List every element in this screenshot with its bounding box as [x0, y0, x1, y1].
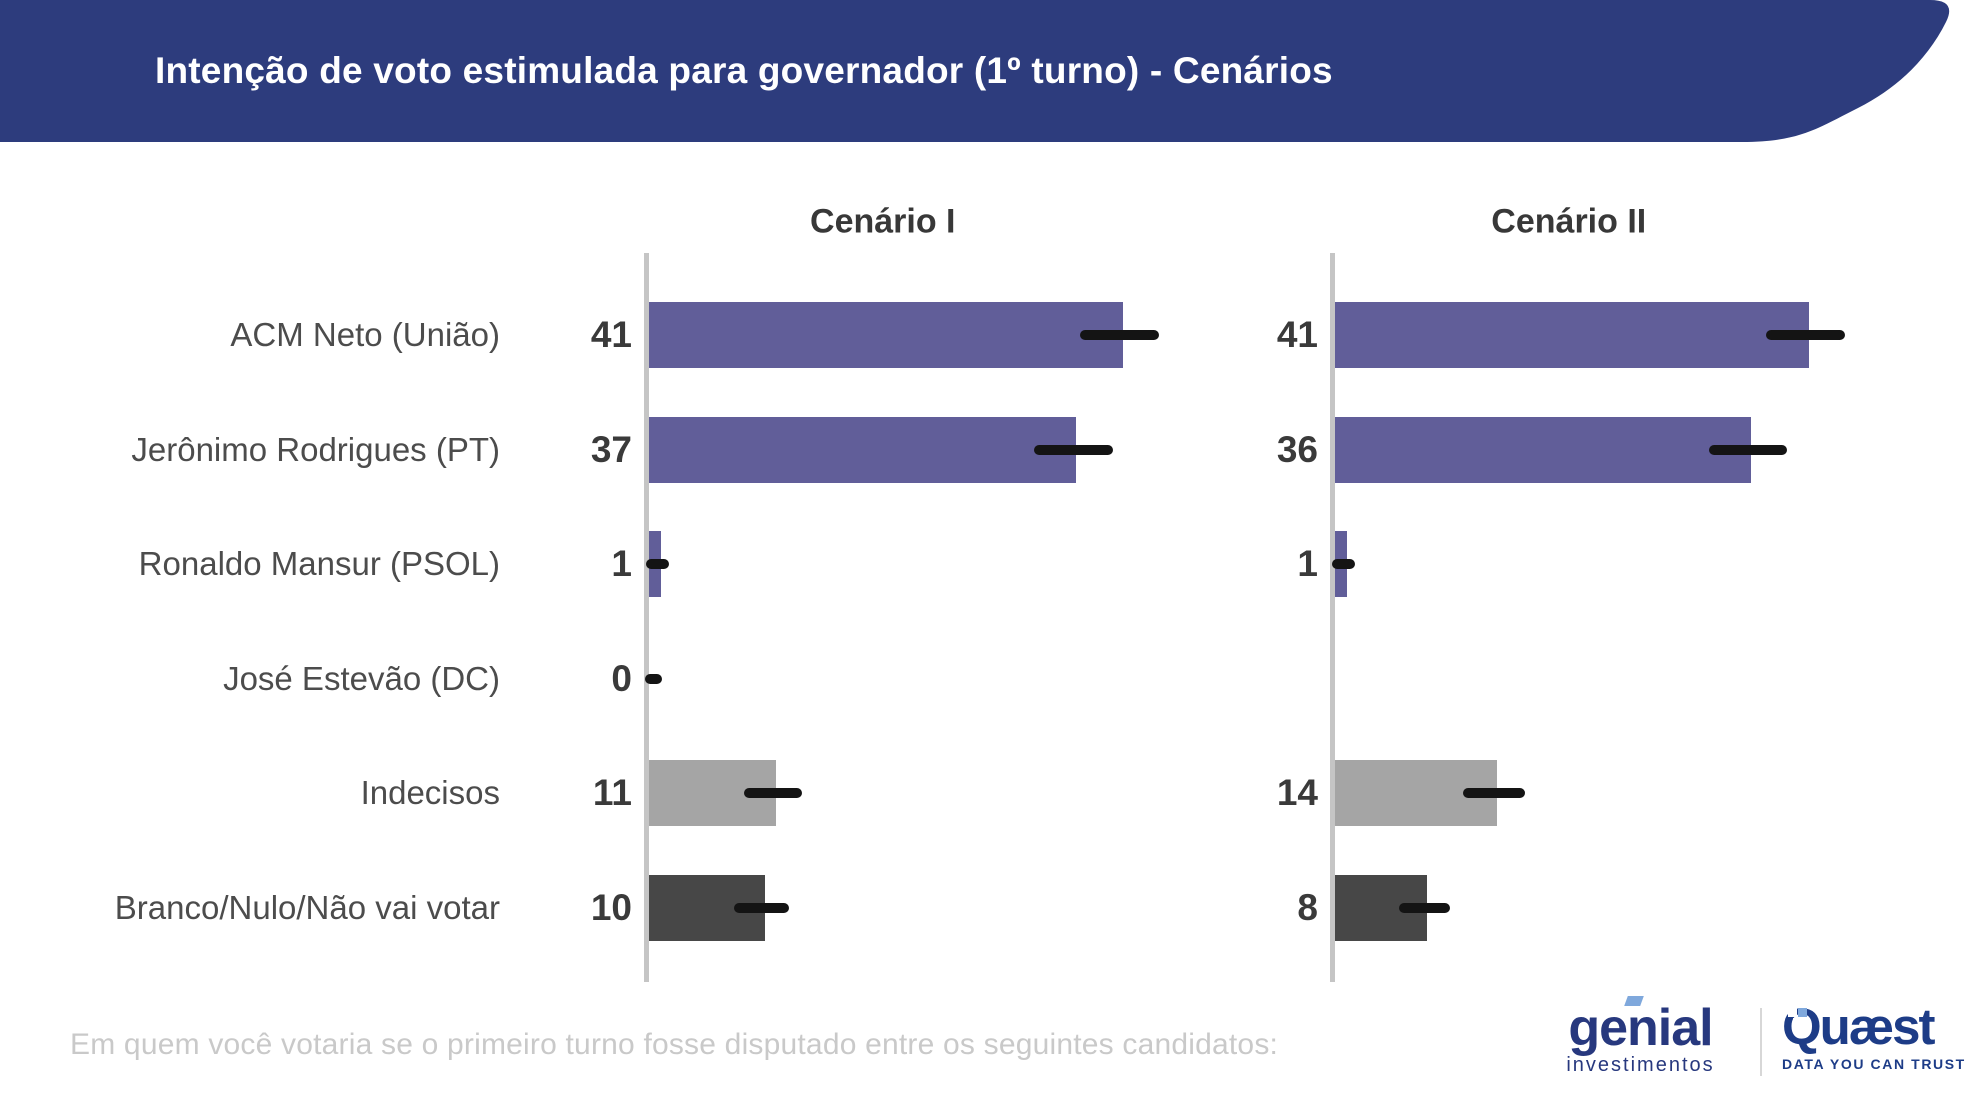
error-bar: [744, 788, 802, 798]
error-bar: [1332, 559, 1356, 569]
value-label: 1: [1297, 543, 1318, 584]
genial-logo-subtext: investimentos: [1566, 1054, 1715, 1076]
category-label: ACM Neto (União): [230, 316, 500, 353]
genial-logo: genial investimentos: [1538, 996, 1743, 1077]
value-label: 37: [590, 429, 632, 470]
category-label: Jerônimo Rodrigues (PT): [131, 431, 500, 468]
value-label: 11: [592, 772, 632, 813]
quaest-wordmark: Quæst: [1782, 998, 1936, 1055]
logo-divider: [1760, 1008, 1762, 1076]
value-label: 10: [590, 887, 632, 928]
quaest-tagline: DATA YOU CAN TRUST: [1782, 1056, 1966, 1072]
quaest-logo-text: Quæst: [1782, 1001, 1958, 1052]
bar: [649, 302, 1123, 368]
error-bar: [1462, 788, 1525, 798]
value-label: 14: [1276, 772, 1318, 813]
scenario-title: Cenário II: [1491, 202, 1647, 241]
category-label: Indecisos: [360, 774, 500, 811]
banner-shape: [0, 0, 1950, 142]
quaest-q-pixel-icon: [1788, 1008, 1797, 1017]
value-label: 1: [611, 543, 632, 584]
error-bar: [1708, 445, 1788, 455]
scenario-title: Cenário I: [810, 202, 956, 241]
survey-question: Em quem você votaria se o primeiro turno…: [70, 1028, 1279, 1061]
error-bar: [646, 559, 670, 569]
category-label: Ronaldo Mansur (PSOL): [138, 545, 500, 582]
value-label: 36: [1276, 429, 1318, 470]
bar: [1335, 417, 1751, 483]
value-label: 41: [1276, 314, 1318, 355]
quaest-q-pixel-icon: [1798, 1008, 1807, 1017]
value-label: 41: [590, 314, 632, 355]
genial-logo-text: genial: [1568, 999, 1713, 1057]
axis-line: [1330, 253, 1335, 982]
quaest-q-pixel-icon: [1793, 1018, 1802, 1027]
value-label: 8: [1297, 887, 1318, 928]
error-bar: [733, 903, 790, 913]
category-label: Branco/Nulo/Não vai votar: [114, 889, 500, 926]
bar: [649, 417, 1076, 483]
error-bar: [645, 674, 663, 684]
value-label: 0: [611, 658, 632, 699]
header-banner: Intenção de voto estimulada para governa…: [0, 0, 1988, 150]
quaest-logo: Quæst DATA YOU CAN TRUST: [1782, 1001, 1966, 1072]
category-label: José Estevão (DC): [223, 660, 500, 697]
bar: [1335, 302, 1809, 368]
error-bar: [1034, 445, 1113, 455]
error-bar: [1398, 903, 1450, 913]
error-bar: [1766, 330, 1845, 340]
page-title: Intenção de voto estimulada para governa…: [155, 50, 1333, 91]
logo-strip: genial investimentos Quæst DATA YOU CAN …: [1538, 996, 1966, 1098]
error-bar: [1080, 330, 1159, 340]
axis-line: [644, 253, 649, 982]
